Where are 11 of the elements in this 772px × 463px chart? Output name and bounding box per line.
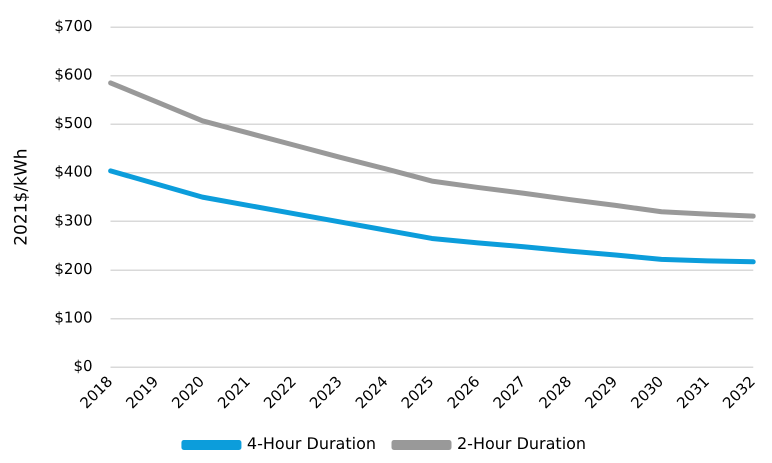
y-tick-label: $0	[73, 357, 93, 376]
y-tick-label: $700	[54, 16, 93, 35]
y-tick-label: $400	[54, 162, 93, 181]
y-tick-label: $200	[54, 260, 93, 278]
legend-label: 2-Hour Duration	[457, 434, 586, 454]
y-tick-label: $300	[54, 211, 93, 230]
y-tick-label: $100	[54, 308, 93, 327]
legend-label: 4-Hour Duration	[246, 434, 376, 454]
y-tick-label: $500	[54, 114, 93, 132]
y-axis-title: 2021$/kWh	[12, 148, 32, 246]
y-tick-label: $600	[54, 66, 93, 84]
